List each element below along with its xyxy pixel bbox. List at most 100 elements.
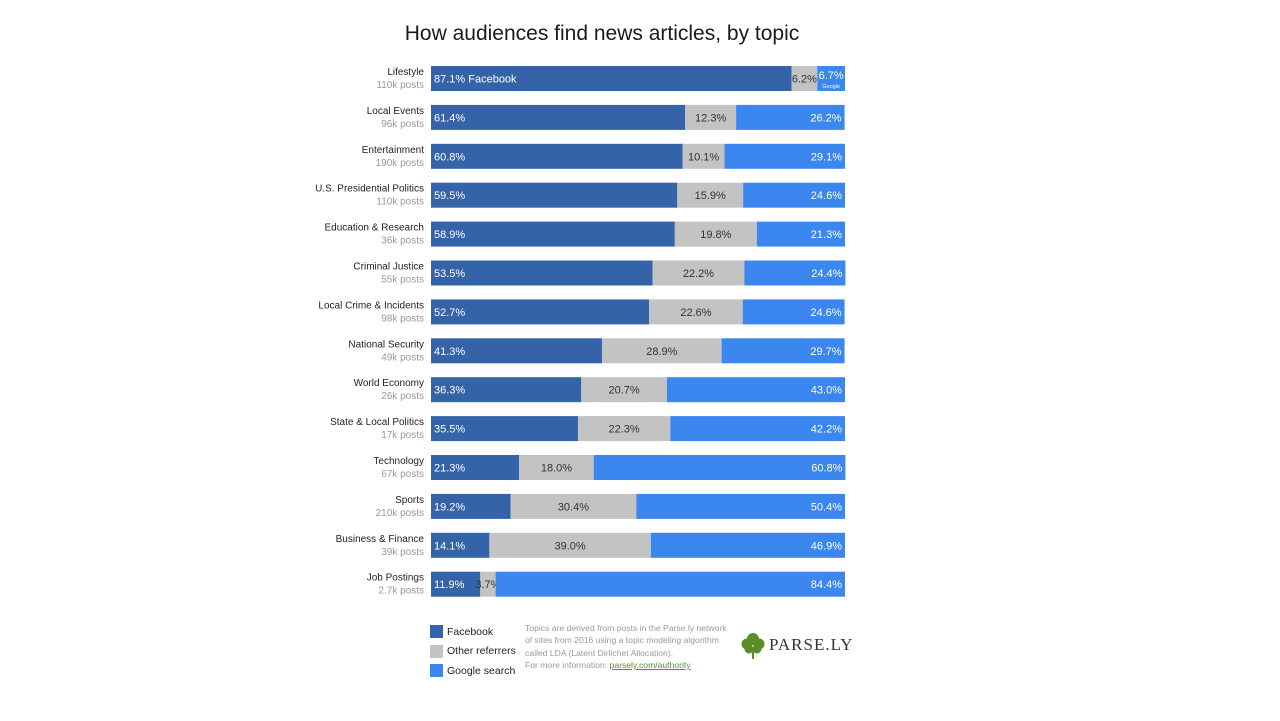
legend-item-other: Other referrers: [430, 642, 516, 662]
authority-link[interactable]: parsely.com/authority: [609, 659, 691, 670]
data-label-google-world-economy: 43.0%: [811, 385, 842, 397]
data-label-google-entertainment: 29.1%: [811, 151, 842, 163]
post-count-u-s-presidential-politics: 110k posts: [376, 197, 424, 208]
bar-segment-other-sports: [510, 493, 637, 519]
bar-segment-facebook-business-finance: [431, 532, 490, 558]
data-label-facebook-state-local-politics: 35.5%: [434, 424, 465, 436]
data-label-google-national-security: 29.7%: [810, 346, 841, 358]
post-count-world-economy: 26k posts: [381, 391, 424, 402]
bar-segment-google-technology: [593, 455, 846, 480]
note-line: of sites from 2016 using a topic modelin…: [525, 635, 719, 646]
category-label-technology: Technology: [373, 456, 424, 467]
bar-segment-facebook-world-economy: [431, 377, 582, 403]
data-label-facebook-business-finance: 14.1%: [434, 540, 465, 552]
bar-segment-other-entertainment: [682, 143, 725, 169]
legend-item-facebook: Facebook: [430, 622, 516, 642]
bar-segment-google-world-economy: [666, 377, 845, 403]
bar-segment-google-lifestyle: [817, 66, 845, 91]
bar-segment-other-u-s-presidential-politics: [677, 182, 744, 208]
bar-segment-facebook-lifestyle: [431, 66, 792, 91]
bar-segment-google-entertainment: [724, 143, 845, 169]
data-label-other-national-security: 28.9%: [646, 346, 677, 358]
chart-title: How audiences find news articles, by top…: [404, 22, 800, 45]
post-count-education-research: 36k posts: [381, 236, 424, 247]
post-count-local-events: 96k posts: [381, 119, 424, 130]
brand-name: PARSE.LY: [769, 635, 854, 654]
data-label-facebook-entertainment: 60.8%: [434, 151, 465, 163]
bar-segment-facebook-education-research: [431, 221, 675, 247]
bar-segment-facebook-local-crime-incidents: [431, 299, 650, 325]
post-count-criminal-justice: 55k posts: [381, 275, 424, 286]
bar-segment-other-world-economy: [581, 377, 667, 403]
data-label-facebook-job-postings: 11.9%: [434, 579, 465, 591]
data-label-google-lifestyle: 6.7%: [819, 70, 844, 82]
data-label-facebook-education-research: 58.9%: [434, 229, 465, 241]
data-label-facebook-local-events: 61.4%: [434, 112, 465, 124]
data-label-other-criminal-justice: 22.2%: [683, 268, 714, 280]
bar-segment-google-sports: [636, 493, 845, 519]
bar-segment-facebook-job-postings: [431, 571, 481, 597]
legend-item-google: Google search: [430, 661, 516, 681]
category-label-criminal-justice: Criminal Justice: [353, 262, 424, 273]
data-label-facebook-technology: 21.3%: [434, 463, 465, 475]
legend-label-google: Google search: [447, 664, 516, 677]
category-label-national-security: National Security: [348, 339, 424, 350]
legend-label-facebook: Facebook: [447, 625, 494, 638]
bar-segment-other-local-events: [685, 104, 737, 130]
bar-segment-google-job-postings: [495, 571, 845, 597]
data-label-facebook-criminal-justice: 53.5%: [434, 268, 465, 280]
data-label-google-local-crime-incidents: 24.6%: [810, 307, 841, 319]
bar-segment-facebook-criminal-justice: [431, 260, 653, 286]
bar-segment-other-technology: [519, 455, 594, 480]
data-label-other-business-finance: 39.0%: [555, 540, 586, 552]
bar-segment-facebook-national-security: [431, 338, 602, 364]
bar-segment-facebook-sports: [431, 493, 511, 519]
bar-segment-other-national-security: [601, 338, 722, 364]
bar-segment-google-u-s-presidential-politics: [743, 182, 845, 208]
legend-swatch-facebook: [430, 625, 443, 639]
post-count-national-security: 49k posts: [381, 352, 424, 363]
legend: Facebook Other referrers Google search: [430, 622, 516, 681]
data-label-facebook-local-crime-incidents: 52.7%: [434, 307, 465, 319]
bar-segment-google-state-local-politics: [670, 416, 845, 442]
data-label-other-world-economy: 20.7%: [609, 385, 640, 397]
bar-segment-other-criminal-justice: [652, 260, 745, 286]
data-label-google-criminal-justice: 24.4%: [811, 268, 842, 280]
note-line: called LDA (Latent Dirlichet Allocation)…: [525, 647, 674, 658]
post-count-job-postings: 2.7k posts: [378, 586, 424, 597]
bar-segment-other-lifestyle: [791, 66, 818, 91]
data-label-other-entertainment: 10.1%: [688, 151, 719, 163]
bar-segment-facebook-entertainment: [431, 143, 683, 169]
bar-segment-google-business-finance: [650, 532, 845, 558]
bar-segment-google-local-crime-incidents: [742, 299, 845, 325]
bar-segment-other-job-postings: [480, 571, 496, 597]
bar-segment-other-education-research: [674, 221, 757, 247]
data-label-other-local-crime-incidents: 22.6%: [680, 307, 711, 319]
category-label-world-economy: World Economy: [354, 378, 424, 389]
bar-segment-google-national-security: [721, 338, 845, 364]
category-label-sports: Sports: [395, 495, 424, 506]
note-line: Topics are derived from posts in the Par…: [525, 623, 727, 633]
data-label-facebook-sports: 19.2%: [434, 501, 465, 513]
data-label-other-job-postings: 3.7%: [475, 579, 500, 591]
data-label-other-education-research: 19.8%: [700, 229, 731, 241]
category-label-business-finance: Business & Finance: [336, 534, 425, 545]
category-label-lifestyle: Lifestyle: [387, 67, 424, 78]
data-label-other-u-s-presidential-politics: 15.9%: [695, 190, 726, 202]
bar-segment-facebook-u-s-presidential-politics: [431, 182, 678, 208]
data-label-google-sports: 50.4%: [811, 501, 842, 513]
category-label-education-research: Education & Research: [324, 223, 424, 234]
post-count-business-finance: 39k posts: [381, 547, 424, 558]
category-label-local-crime-incidents: Local Crime & Incidents: [318, 300, 424, 311]
bar-segment-facebook-state-local-politics: [431, 416, 578, 442]
bar-segment-google-education-research: [756, 221, 845, 247]
data-label-facebook-u-s-presidential-politics: 59.5%: [434, 190, 465, 202]
data-label-google-local-events: 26.2%: [810, 112, 841, 124]
bar-segment-facebook-technology: [431, 455, 520, 480]
data-label-google-education-research: 21.3%: [811, 229, 842, 241]
bar-segment-google-local-events: [736, 104, 845, 130]
data-label-other-local-events: 12.3%: [695, 112, 726, 124]
post-count-local-crime-incidents: 98k posts: [381, 313, 424, 324]
data-label-facebook-lifestyle: 87.1% Facebook: [434, 74, 517, 86]
